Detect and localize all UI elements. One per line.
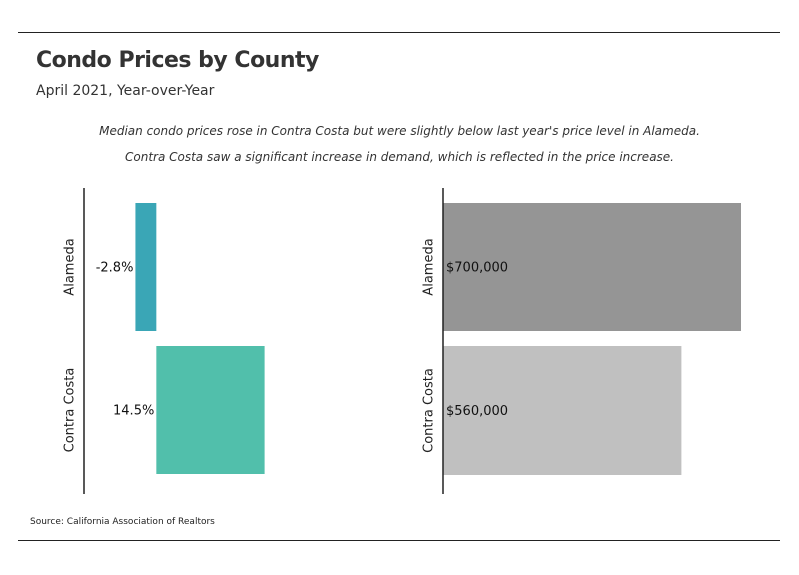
price-bar-alameda — [443, 203, 741, 331]
note-line-2: Contra Costa saw a significant increase … — [125, 150, 674, 164]
price-category-label-alameda: Alameda — [422, 238, 437, 295]
top-rule — [18, 32, 780, 33]
chart-title: Condo Prices by County — [36, 48, 319, 73]
change-data-label-contra-costa: 14.5% — [113, 404, 154, 419]
price-bar-contra-costa — [443, 346, 682, 475]
change-data-label-alameda: -2.8% — [96, 261, 134, 276]
chart-subtitle: April 2021, Year-over-Year — [36, 83, 215, 99]
bottom-rule — [18, 540, 780, 541]
change-bar-alameda — [135, 203, 157, 331]
price-category-label-contra-costa: Contra Costa — [422, 368, 437, 453]
source-note: Source: California Association of Realto… — [30, 517, 215, 527]
price-data-label-alameda: $700,000 — [446, 261, 508, 276]
change-category-label-contra-costa: Contra Costa — [63, 368, 78, 453]
change-category-label-alameda: Alameda — [63, 238, 78, 295]
note-line-1: Median condo prices rose in Contra Costa… — [99, 124, 700, 138]
price-data-label-contra-costa: $560,000 — [446, 404, 508, 419]
change-bar-contra-costa — [156, 346, 265, 474]
